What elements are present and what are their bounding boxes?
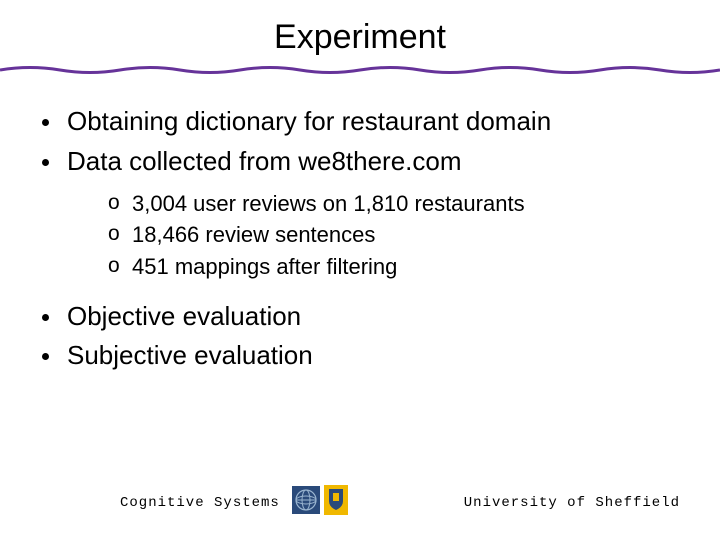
bullet-text: Data collected from we8there.com	[67, 145, 462, 179]
sub-bullet-marker-icon: o	[108, 220, 122, 248]
bullet-item: Objective evaluation	[42, 300, 690, 334]
footer-left-group: Cognitive Systems	[120, 485, 348, 520]
footer-logos	[292, 485, 348, 520]
sub-bullet-text: 3,004 user reviews on 1,810 restaurants	[132, 189, 525, 219]
bullet-item: Obtaining dictionary for restaurant doma…	[42, 105, 690, 139]
sub-bullet-marker-icon: o	[108, 189, 122, 217]
slide: Experiment Obtaining dictionary for rest…	[0, 0, 720, 540]
crest-logo-icon	[324, 485, 348, 520]
sub-bullet-list: o 3,004 user reviews on 1,810 restaurant…	[108, 189, 690, 282]
slide-content: Obtaining dictionary for restaurant doma…	[30, 105, 690, 373]
bullet-dot-icon	[42, 353, 49, 360]
bullet-item: Data collected from we8there.com	[42, 145, 690, 179]
sub-bullet-text: 451 mappings after filtering	[132, 252, 397, 282]
footer-left-text: Cognitive Systems	[120, 495, 280, 511]
sub-bullet-marker-icon: o	[108, 252, 122, 280]
bullet-dot-icon	[42, 119, 49, 126]
bullet-dot-icon	[42, 314, 49, 321]
globe-logo-icon	[292, 486, 320, 519]
sub-bullet-item: o 451 mappings after filtering	[108, 252, 690, 282]
sub-bullet-item: o 18,466 review sentences	[108, 220, 690, 250]
footer-right-text: University of Sheffield	[464, 495, 680, 511]
bullet-text: Objective evaluation	[67, 300, 301, 334]
sub-bullet-item: o 3,004 user reviews on 1,810 restaurant…	[108, 189, 690, 219]
title-underline	[0, 63, 720, 77]
bullet-text: Obtaining dictionary for restaurant doma…	[67, 105, 551, 139]
slide-footer: Cognitive Systems	[0, 485, 720, 520]
bullet-item: Subjective evaluation	[42, 339, 690, 373]
sub-bullet-text: 18,466 review sentences	[132, 220, 375, 250]
slide-title: Experiment	[30, 18, 690, 57]
bullet-text: Subjective evaluation	[67, 339, 313, 373]
bullet-dot-icon	[42, 159, 49, 166]
